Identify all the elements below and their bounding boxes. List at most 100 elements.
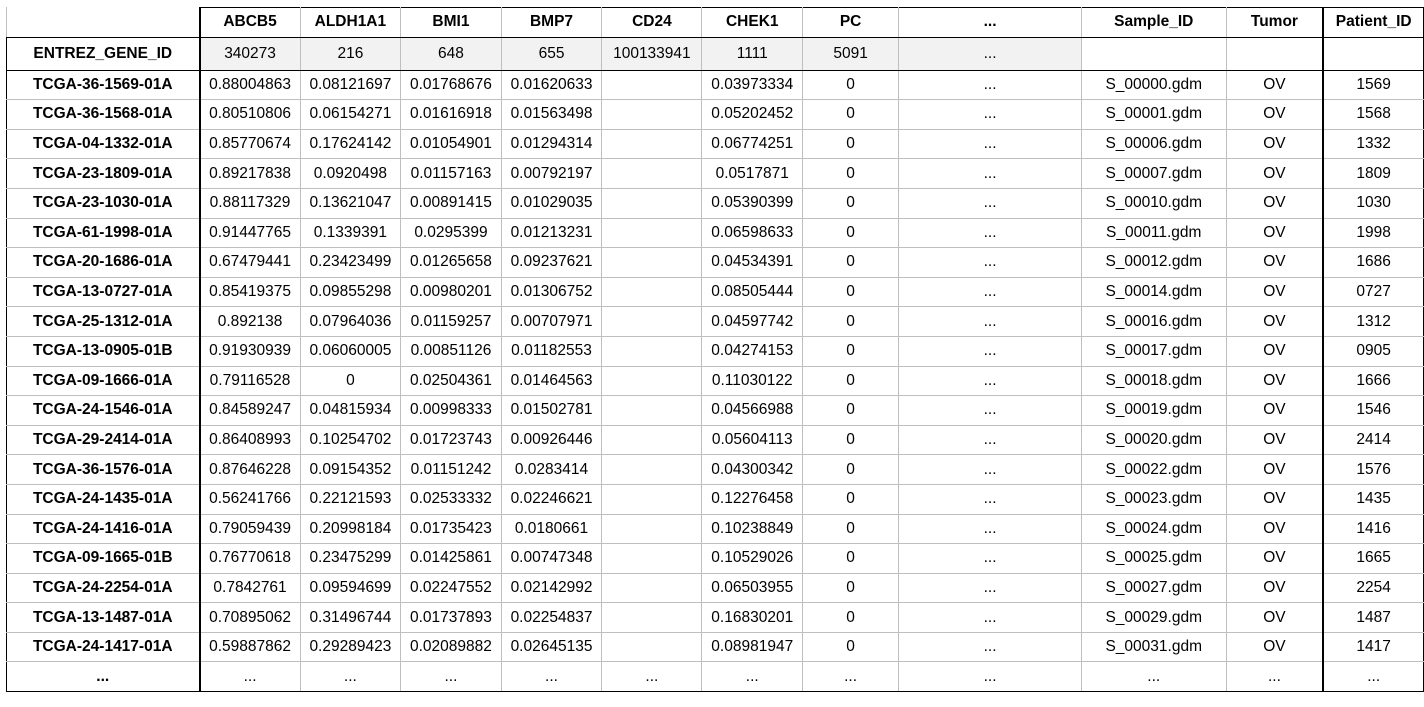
table-cell: OV [1225,128,1324,160]
table-cell: OV [1225,158,1324,189]
table-cell: 0 [802,247,900,278]
table-cell: OV [1225,187,1324,219]
table-cell [601,158,703,189]
table-cell: 0.01737893 [400,602,502,633]
table-cell: S_00016.gdm [1080,306,1227,337]
table-cell: ... [898,306,1082,337]
table-cell: 0 [802,395,900,426]
table-cell: 0.01502781 [500,395,603,426]
table-cell: 0.89217838 [199,158,301,189]
table-cell [601,395,703,426]
table-cell: ... [898,276,1082,308]
gene-id-cell [1225,36,1324,71]
table-cell: 0.10529026 [701,543,804,574]
table-row: TCGA-24-1546-01A 0.84589247 0.04815934 0.00… [6,395,1424,426]
gene-id-cell: 655 [500,36,603,71]
sample-barcode-cell: TCGA-13-0905-01B [6,335,201,367]
table-cell: 0.00792197 [500,158,603,189]
table-cell: 0.06060005 [299,335,402,367]
column-header: BMI1 [400,7,502,38]
table-cell [601,128,703,160]
column-header: Sample_ID [1080,7,1227,38]
table-cell: ... [898,454,1082,485]
table-cell: 0.09594699 [299,572,402,604]
table-cell: 0.16830201 [701,602,804,633]
table-cell: 0 [802,69,900,101]
column-header: CHEK1 [701,7,804,38]
table-cell: 0727 [1322,276,1424,308]
table-cell: 0.01723743 [400,424,502,456]
table-cell: 0 [802,454,900,485]
table-row: TCGA-13-0905-01B 0.91930939 0.06060005 0.00… [6,335,1424,367]
table-cell: 0 [802,631,900,663]
table-cell: 0905 [1322,335,1424,367]
sample-barcode-cell: TCGA-36-1568-01A [6,99,201,130]
table-cell: 0 [802,187,900,219]
table-cell: 0.02504361 [400,365,502,397]
table-cell: S_00017.gdm [1080,335,1227,367]
table-cell: ... [898,543,1082,574]
table-cell: 1665 [1322,543,1424,574]
table-cell: 0.0920498 [299,158,402,189]
table-cell: 0.08505444 [701,276,804,308]
table-cell: 0.05604113 [701,424,804,456]
table-cell: 0.80510806 [199,99,301,130]
table-cell: 0.01620633 [500,69,603,101]
sample-barcode-cell: TCGA-13-0727-01A [6,276,201,308]
table-cell [601,454,703,485]
table-cell: 0 [802,513,900,545]
table-cell: 0.04815934 [299,395,402,426]
table-cell: 1576 [1322,454,1424,485]
table-cell: 0.67479441 [199,247,301,278]
table-cell: 0.10238849 [701,513,804,545]
table-cell: 0.00851126 [400,335,502,367]
table-cell: OV [1225,454,1324,485]
table-cell: S_00020.gdm [1080,424,1227,456]
table-cell [601,99,703,130]
column-header: ABCB5 [199,7,301,38]
sample-barcode-cell: TCGA-25-1312-01A [6,306,201,337]
table-cell: S_00010.gdm [1080,187,1227,219]
sample-barcode-cell: TCGA-24-1416-01A [6,513,201,545]
table-cell: ... [898,602,1082,633]
table-cell: 0 [802,276,900,308]
table-cell: 0.00707971 [500,306,603,337]
table-cell: OV [1225,543,1324,574]
table-row: TCGA-13-1487-01A 0.70895062 0.31496744 0.01… [6,602,1424,633]
table-cell: 0.06774251 [701,128,804,160]
table-cell: 1666 [1322,365,1424,397]
table-cell: 2254 [1322,572,1424,604]
table-cell: 0.892138 [199,306,301,337]
table-cell: 0.22121593 [299,483,402,515]
table-cell: ... [898,99,1082,130]
table-cell: 0.0180661 [500,513,603,545]
table-cell: ... [1322,661,1424,693]
table-cell: S_00011.gdm [1080,217,1227,249]
table-cell: 0.11030122 [701,365,804,397]
table-cell: 0.01768676 [400,69,502,101]
table-cell: 0.13621047 [299,187,402,219]
sample-barcode-cell: TCGA-23-1809-01A [6,158,201,189]
table-cell: OV [1225,365,1324,397]
table-cell: OV [1225,424,1324,456]
table-cell: 0 [802,306,900,337]
table-cell: 1332 [1322,128,1424,160]
table-cell: OV [1225,483,1324,515]
column-header: BMP7 [500,7,603,38]
table-cell: 0.02089882 [400,631,502,663]
table-cell: 0.02533332 [400,483,502,515]
table-cell: 0.23475299 [299,543,402,574]
sample-barcode-cell: TCGA-29-2414-01A [6,424,201,456]
table-cell: 0.0295399 [400,217,502,249]
table-cell: S_00018.gdm [1080,365,1227,397]
table-cell: 0.02645135 [500,631,603,663]
table-cell: 0.01182553 [500,335,603,367]
table-row: .................................... [6,661,1424,693]
table-cell: 0.09237621 [500,247,603,278]
sample-barcode-cell: TCGA-24-1435-01A [6,483,201,515]
table-cell: 0.91447765 [199,217,301,249]
table-cell: 0 [802,217,900,249]
table-cell [601,483,703,515]
table-cell: ... [299,661,402,693]
table-cell: 0.76770618 [199,543,301,574]
